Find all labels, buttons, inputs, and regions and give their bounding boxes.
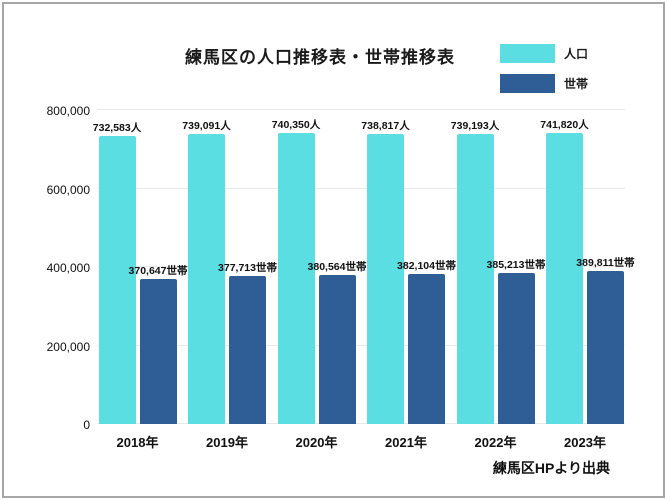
population-value-label: 739,091人 <box>182 119 231 132</box>
x-axis-label-2022年: 2022年 <box>474 435 517 450</box>
x-axis-label-2018年: 2018年 <box>116 435 159 450</box>
household-value-label: 380,564世帯 <box>307 260 367 273</box>
household-bar-2020年: 380,564世帯 <box>308 261 366 424</box>
legend-item-household: 世帯 <box>500 74 588 93</box>
bar-group-2019年: 739,091人 377,713世帯 <box>182 110 277 424</box>
household-bar-2023年: 389,811世帯 <box>576 257 635 424</box>
household-bar-2019年: 377,713世帯 <box>218 262 277 424</box>
household-value-label: 377,713世帯 <box>218 261 277 274</box>
population-value-label: 741,820人 <box>540 118 589 131</box>
population-bar-2019年: 739,091人 <box>182 120 231 424</box>
x-axis-label-2020年: 2020年 <box>295 435 338 450</box>
bar-group-2022年: 739,193人 385,213世帯 <box>451 110 545 424</box>
legend-label-household: 世帯 <box>564 77 589 91</box>
legend: 人口 世帯 <box>500 44 588 104</box>
household-bar-2021年: 382,104世帯 <box>397 260 456 424</box>
household-value-label: 370,647世帯 <box>128 264 188 277</box>
x-axis-label-2021年: 2021年 <box>385 435 427 450</box>
y-tick-label: 200,000 <box>46 339 90 354</box>
population-bar-2018年: 732,583人 <box>93 122 141 424</box>
legend-item-population: 人口 <box>500 44 588 63</box>
y-tick-label: 600,000 <box>46 182 90 197</box>
legend-label-population: 人口 <box>564 47 589 61</box>
household-bar-2022年: 385,213世帯 <box>487 259 545 424</box>
x-axis-label-2023年: 2023年 <box>564 435 606 450</box>
population-bar-2021年: 738,817人 <box>361 120 410 424</box>
legend-swatch-household <box>500 74 555 93</box>
household-value-label: 385,213世帯 <box>486 258 546 271</box>
gridline-400000 <box>97 266 625 267</box>
gridline-800000 <box>97 109 625 110</box>
gridline-0 <box>97 423 625 424</box>
x-axis-label-2019年: 2019年 <box>206 435 248 450</box>
household-value-label: 382,104世帯 <box>397 260 456 273</box>
household-value-label: 389,811世帯 <box>576 257 635 269</box>
population-bar-2020年: 740,350人 <box>272 119 320 424</box>
y-tick-label: 0 <box>83 418 90 432</box>
chart-title: 練馬区の人口推移表・世帯推移表 <box>185 48 455 68</box>
bar-group-2020年: 740,350人 380,564世帯 <box>272 110 366 424</box>
source-note: 練馬区HPより出典 <box>492 460 610 476</box>
y-tick-label: 800,000 <box>46 104 90 118</box>
bar-group-2018年: 732,583人 370,647世帯 <box>93 110 187 424</box>
bar-group-2021年: 738,817人 382,104世帯 <box>361 110 456 424</box>
population-bar-2022年: 739,193人 <box>451 120 499 424</box>
population-value-label: 739,193人 <box>450 119 500 132</box>
y-tick-label: 400,000 <box>46 261 90 275</box>
plot-area: 732,583人 370,647世帯 2018年 739,091人 377,713世帯 2… <box>93 109 635 450</box>
population-value-label: 738,817人 <box>361 120 410 133</box>
gridline-600000 <box>97 187 625 189</box>
y-axis-labels: 0 200,000 400,000 600,000 800,000 <box>18 104 90 432</box>
household-bar-2018年: 370,647世帯 <box>129 265 187 424</box>
gridline-200000 <box>97 344 625 346</box>
bar-group-2023年: 741,820人 389,811世帯 <box>540 110 635 424</box>
population-value-label: 732,583人 <box>92 122 142 135</box>
legend-swatch-population <box>500 44 555 63</box>
population-bar-2023年: 741,820人 <box>540 119 589 424</box>
population-value-label: 740,350人 <box>271 119 321 132</box>
